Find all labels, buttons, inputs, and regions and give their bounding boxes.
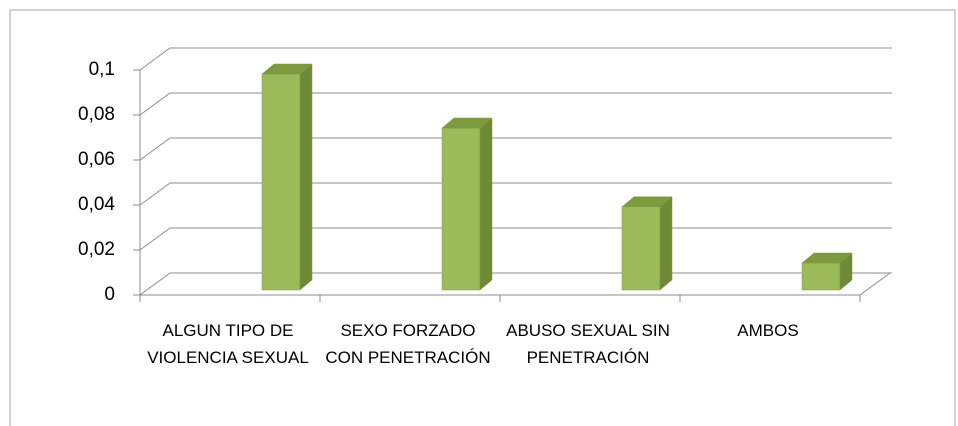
bar-side [479, 117, 493, 291]
bar-side [659, 196, 673, 291]
bar-top [621, 196, 673, 207]
bar-front [441, 127, 481, 291]
y-tick-label: 0,08 [78, 104, 115, 125]
y-tick-label: 0,02 [78, 239, 115, 260]
y-tick-label: 0,06 [78, 149, 115, 170]
bar-front [261, 73, 301, 291]
bar-top [441, 117, 493, 129]
bar-top [801, 252, 853, 264]
floor-side [859, 272, 891, 296]
grid-line [139, 92, 892, 116]
frame [9, 9, 956, 426]
bar [441, 117, 493, 291]
x-tick-label: SEXO FORZADO CON PENETRACIÓN [325, 321, 491, 367]
grid-line [139, 227, 892, 251]
grid-line [139, 47, 892, 71]
y-tick-label: 0 [104, 284, 115, 305]
bar [261, 63, 313, 291]
bar-front [801, 262, 841, 291]
y-tick-label: 0,1 [89, 59, 115, 80]
y-tick-label: 0,04 [78, 194, 115, 215]
bar [801, 252, 853, 291]
bar-side [299, 63, 313, 291]
bar-front [621, 206, 661, 291]
grid-line [139, 137, 892, 161]
bar [621, 196, 673, 291]
bar-top [261, 63, 313, 75]
x-tick-label: AMBOS [737, 321, 799, 340]
x-tick-label: ALGUN TIPO DE VIOLENCIA SEXUAL [147, 321, 309, 367]
x-tick-label: ABUSO SEXUAL SIN PENETRACIÓN [506, 321, 670, 367]
grid-line [139, 272, 892, 296]
grid-line [139, 182, 892, 206]
